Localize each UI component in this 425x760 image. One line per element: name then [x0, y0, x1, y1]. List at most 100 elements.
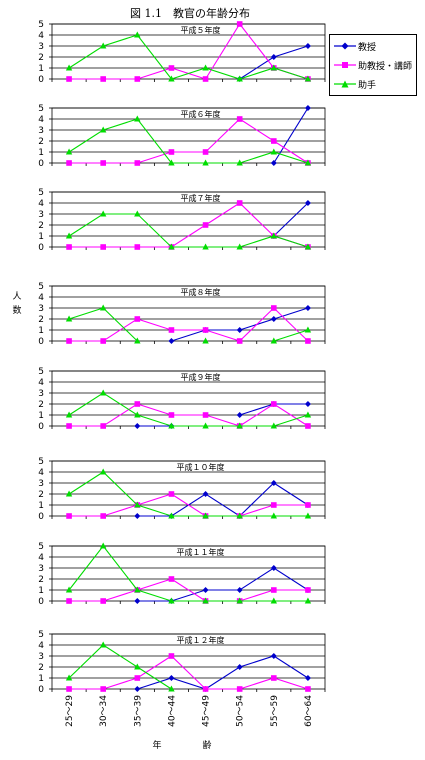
data-point-assistant — [236, 597, 243, 604]
legend-item-professor: 教授 — [334, 39, 414, 53]
data-point-assistant-professor — [271, 675, 277, 681]
y-tick-label: 1 — [38, 232, 44, 242]
data-point-assistant — [202, 159, 209, 166]
y-tick-label: 1 — [38, 501, 44, 511]
figure-title: 図 1.1 教官の年齢分布 — [130, 7, 250, 20]
data-point-assistant — [202, 422, 209, 429]
y-tick-label: 0 — [38, 159, 44, 169]
data-point-assistant — [99, 389, 107, 396]
y-tick-label: 0 — [38, 243, 44, 253]
data-point-assistant — [304, 159, 312, 166]
data-point-assistant-professor — [100, 338, 106, 344]
x-tick-label: 30～34 — [99, 695, 109, 727]
y-tick-label: 5 — [38, 630, 44, 640]
data-point-assistant-professor — [305, 502, 311, 508]
data-point-assistant-professor — [236, 686, 243, 692]
data-point-assistant-professor — [100, 686, 106, 692]
data-point-assistant-professor — [168, 149, 175, 155]
y-tick-label: 3 — [38, 304, 44, 314]
y-tick-label: 3 — [38, 389, 44, 399]
panel-title: 平成１１年度 — [177, 547, 225, 557]
data-point-assistant — [304, 512, 312, 519]
data-point-professor — [168, 675, 175, 681]
legend-marker-diamond-icon — [334, 42, 356, 50]
data-point-assistant — [134, 115, 141, 122]
legend-label-assistant: 助手 — [358, 81, 377, 91]
series-line-assistant — [68, 471, 308, 517]
data-point-assistant-professor — [202, 412, 209, 418]
data-point-assistant-professor — [202, 327, 209, 333]
data-point-assistant — [270, 64, 278, 71]
data-point-assistant — [202, 64, 209, 71]
data-point-assistant — [270, 232, 278, 239]
x-axis-title: 年 齢 — [152, 741, 228, 751]
y-tick-label: 4 — [38, 199, 44, 209]
y-tick-label: 4 — [38, 378, 44, 388]
y-tick-label: 3 — [38, 564, 44, 574]
data-point-assistant-professor — [305, 587, 311, 593]
data-point-assistant — [236, 75, 243, 82]
data-point-assistant — [270, 337, 278, 344]
data-point-professor — [168, 338, 175, 344]
data-point-assistant — [168, 243, 175, 250]
data-point-assistant — [304, 75, 312, 82]
legend-label-professor: 教授 — [358, 43, 377, 53]
data-point-assistant — [65, 411, 73, 418]
panel-title: 平成８年度 — [181, 287, 221, 297]
data-point-assistant — [99, 468, 107, 475]
data-point-professor — [236, 587, 243, 593]
data-point-assistant — [270, 597, 278, 604]
data-point-assistant-professor — [271, 502, 277, 508]
data-point-assistant — [202, 597, 209, 604]
series-line-assistant-professor — [69, 118, 309, 164]
data-point-assistant-professor — [236, 21, 243, 27]
data-point-professor — [134, 423, 141, 429]
x-tick-label: 25～29 — [65, 695, 75, 727]
data-point-assistant — [65, 315, 73, 322]
data-point-assistant — [65, 674, 73, 681]
data-point-assistant — [134, 501, 141, 508]
series-line-assistant-professor — [69, 403, 309, 427]
data-point-assistant — [304, 326, 312, 333]
y-tick-label: 0 — [38, 75, 44, 85]
data-point-assistant — [65, 586, 73, 593]
data-point-assistant-professor — [134, 160, 141, 166]
series-line-assistant-professor — [69, 493, 308, 517]
data-point-assistant-professor — [66, 244, 72, 250]
data-point-assistant-professor — [134, 675, 141, 681]
data-point-assistant — [134, 586, 141, 593]
series-line-assistant — [68, 392, 309, 427]
y-tick-label: 5 — [38, 282, 44, 292]
data-point-assistant — [65, 64, 73, 71]
y-tick-label: 4 — [38, 468, 44, 478]
data-point-assistant — [134, 210, 141, 217]
y-tick-label: 0 — [38, 597, 44, 607]
data-point-assistant — [202, 512, 209, 519]
data-point-assistant-professor — [66, 513, 72, 519]
data-point-assistant — [99, 210, 107, 217]
series-line-assistant-professor — [69, 307, 309, 342]
y-tick-label: 5 — [38, 367, 44, 377]
series-line-professor — [137, 655, 309, 690]
data-point-assistant — [168, 422, 175, 429]
data-point-professor — [270, 54, 277, 60]
y-tick-label: 2 — [38, 53, 44, 63]
series-line-assistant-professor — [69, 202, 309, 248]
data-point-assistant-professor — [271, 138, 277, 144]
legend: 教授 助教授・講師 助手 — [329, 34, 417, 96]
y-tick-label: 0 — [38, 685, 44, 695]
data-point-assistant-professor — [100, 513, 106, 519]
legend-item-assistant: 助手 — [334, 77, 414, 91]
data-point-assistant — [134, 411, 141, 418]
data-point-assistant-professor — [168, 412, 175, 418]
legend-marker-triangle-icon — [334, 80, 356, 88]
y-tick-label: 3 — [38, 126, 44, 136]
y-tick-label: 2 — [38, 575, 44, 585]
data-point-assistant-professor — [66, 160, 72, 166]
data-point-professor — [134, 513, 141, 519]
data-point-assistant — [168, 685, 175, 692]
y-tick-label: 4 — [38, 293, 44, 303]
data-point-assistant-professor — [100, 423, 106, 429]
panel-title: 平成１０年度 — [177, 462, 225, 472]
